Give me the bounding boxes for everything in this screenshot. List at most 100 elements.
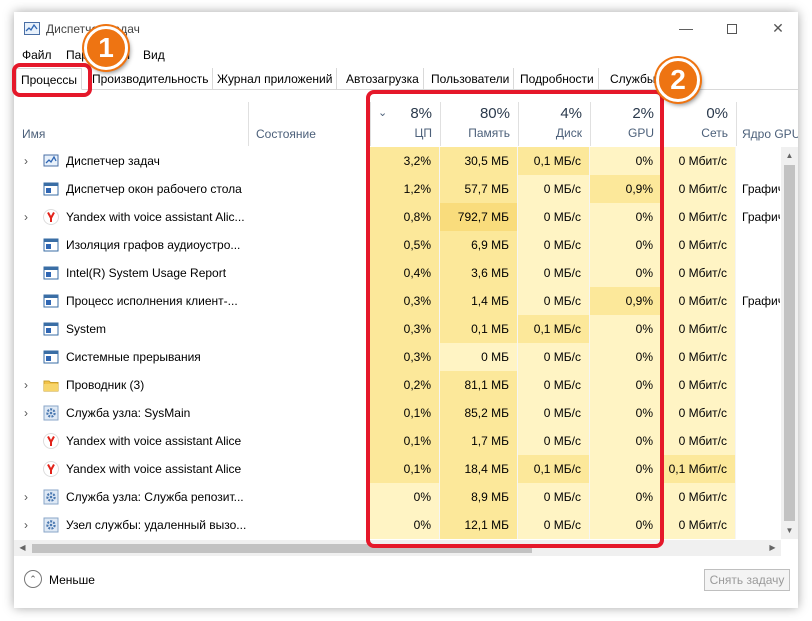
gpu-engine-cell: Графич xyxy=(742,182,780,196)
window-app-icon xyxy=(43,349,59,365)
expand-chevron-icon[interactable]: › xyxy=(24,154,28,168)
table-row[interactable]: System 0,3% 0,1 МБ 0,1 МБ/с 0% 0 Мбит/с xyxy=(14,315,780,343)
process-name: Узел службы: удаленный вызо... xyxy=(66,518,247,532)
gpu-cell: 0% xyxy=(590,259,662,287)
table-row[interactable]: Процесс исполнения клиент-... 0,3% 1,4 МБ 0… xyxy=(14,287,780,315)
expand-chevron-icon[interactable]: › xyxy=(24,406,28,420)
memory-total-pct: 80% xyxy=(479,105,510,122)
close-icon: ✕ xyxy=(772,20,784,36)
horizontal-scroll-thumb[interactable] xyxy=(32,544,532,553)
table-row[interactable]: Изоляция графов аудиоустро... 0,5% 6,9 МБ 0… xyxy=(14,231,780,259)
title-bar[interactable]: Диспетчер задач — ✕ xyxy=(14,12,798,44)
network-cell: 0 Мбит/с xyxy=(662,203,736,231)
menu-view[interactable]: Вид xyxy=(143,48,165,62)
menu-file[interactable]: Файл xyxy=(22,48,52,62)
scroll-left-arrow-icon[interactable]: ◀ xyxy=(19,543,26,552)
maximize-button[interactable] xyxy=(712,16,752,40)
network-cell: 0 Мбит/с xyxy=(662,427,736,455)
gpu-cell: 0% xyxy=(590,343,662,371)
process-name: Проводник (3) xyxy=(66,378,145,392)
tab-startup[interactable]: Автозагрузка xyxy=(342,68,424,90)
disk-cell: 0,1 МБ/с xyxy=(518,455,590,483)
expand-chevron-icon[interactable]: › xyxy=(24,378,28,392)
end-task-button[interactable]: Снять задачу xyxy=(704,569,790,591)
cpu-cell: 0,1% xyxy=(370,399,440,427)
column-status-header[interactable]: Состояние xyxy=(256,127,316,141)
tab-app-history[interactable]: Журнал приложений xyxy=(213,68,338,90)
table-row[interactable]: Intel(R) System Usage Report 0,4% 3,6 МБ 0 … xyxy=(14,259,780,287)
column-memory-header[interactable]: 80% Память xyxy=(440,98,518,146)
memory-cell: 30,5 МБ xyxy=(440,147,518,175)
network-cell: 0 Мбит/с xyxy=(662,287,736,315)
window-app-icon xyxy=(43,265,59,281)
table-row[interactable]: Yandex with voice assistant Alice 0,1% 18,… xyxy=(14,455,780,483)
cpu-total-pct: 8% xyxy=(410,105,432,122)
task-manager-window: Диспетчер задач — ✕ Файл Параметры Вид П… xyxy=(14,12,798,608)
column-gpu-engine-header[interactable]: Ядро GPU xyxy=(742,127,798,141)
tab-details[interactable]: Подробности xyxy=(516,68,599,90)
process-list: › Диспетчер задач 3,2% 30,5 МБ 0,1 МБ/с 0% 0 М… xyxy=(14,147,780,539)
callout-box-processes-tab xyxy=(12,63,92,97)
expand-chevron-icon[interactable]: › xyxy=(24,210,28,224)
expand-chevron-icon[interactable]: › xyxy=(24,518,28,532)
memory-cell: 18,4 МБ xyxy=(440,455,518,483)
gpu-engine-cell: Графич xyxy=(742,210,780,224)
sort-chevron-down-icon: ⌄ xyxy=(378,107,388,119)
vertical-scroll-thumb[interactable] xyxy=(784,165,795,521)
table-row[interactable]: Системные прерывания 0,3% 0 МБ 0 МБ/с 0% 0 Мб… xyxy=(14,343,780,371)
cpu-label: ЦП xyxy=(414,126,432,140)
callout-badge-2: 2 xyxy=(656,58,700,102)
minimize-icon: — xyxy=(679,20,693,36)
column-header: Имя Состояние ⌄ 8% ЦП 80% Память 4% Диск… xyxy=(14,98,798,146)
cpu-cell: 1,2% xyxy=(370,175,440,203)
gpu-cell: 0% xyxy=(590,455,662,483)
vertical-scrollbar[interactable]: ▲ ▼ xyxy=(781,147,798,539)
network-cell: 0 Мбит/с xyxy=(662,175,736,203)
scroll-up-arrow-icon[interactable]: ▲ xyxy=(785,151,794,160)
chevron-up-circle-icon[interactable]: ⌃ xyxy=(24,570,42,588)
minimize-button[interactable]: — xyxy=(666,16,706,40)
table-row[interactable]: › Проводник (3) 0,2% 81,1 МБ 0 МБ/с 0% 0 Мбит/… xyxy=(14,371,780,399)
column-name-header[interactable]: Имя xyxy=(22,127,46,141)
tab-users[interactable]: Пользователи xyxy=(427,68,515,90)
tab-performance[interactable]: Производительность xyxy=(88,68,214,90)
process-name: Процесс исполнения клиент-... xyxy=(66,294,238,308)
gear-service-icon xyxy=(43,405,59,421)
disk-cell: 0 МБ/с xyxy=(518,399,590,427)
column-cpu-header[interactable]: 8% ЦП xyxy=(370,98,440,146)
tab-services[interactable]: Службы xyxy=(606,68,661,90)
scroll-down-arrow-icon[interactable]: ▼ xyxy=(785,526,794,535)
column-disk-header[interactable]: 4% Диск xyxy=(518,98,590,146)
network-cell: 0 Мбит/с xyxy=(662,231,736,259)
network-cell: 0 Мбит/с xyxy=(662,147,736,175)
yandex-icon xyxy=(43,209,59,225)
expand-chevron-icon[interactable]: › xyxy=(24,490,28,504)
task-manager-icon xyxy=(43,153,59,169)
gpu-cell: 0% xyxy=(590,371,662,399)
window-app-icon xyxy=(43,293,59,309)
task-manager-app-icon xyxy=(24,22,40,35)
disk-cell: 0,1 МБ/с xyxy=(518,147,590,175)
table-row[interactable]: › Yandex with voice assistant Alic... 0,8%… xyxy=(14,203,780,231)
table-row[interactable]: Yandex with voice assistant Alice 0,1% 1,7… xyxy=(14,427,780,455)
close-button[interactable]: ✕ xyxy=(758,16,798,40)
process-name: Intel(R) System Usage Report xyxy=(66,266,227,280)
memory-cell: 85,2 МБ xyxy=(440,399,518,427)
disk-cell: 0,1 МБ/с xyxy=(518,315,590,343)
network-total-pct: 0% xyxy=(706,105,728,122)
table-row[interactable]: › Узел службы: удаленный вызо... 0% 12,1 МБ… xyxy=(14,511,780,539)
network-cell: 0 Мбит/с xyxy=(662,371,736,399)
disk-cell: 0 МБ/с xyxy=(518,511,590,539)
column-gpu-header[interactable]: 2% GPU xyxy=(590,98,662,146)
column-network-header[interactable]: 0% Сеть xyxy=(662,98,736,146)
tab-processes[interactable]: Процессы xyxy=(16,68,83,90)
memory-cell: 1,4 МБ xyxy=(440,287,518,315)
cpu-cell: 0,4% xyxy=(370,259,440,287)
table-row[interactable]: › Диспетчер задач 3,2% 30,5 МБ 0,1 МБ/с 0% 0 М… xyxy=(14,147,780,175)
table-row[interactable]: Диспетчер окон рабочего стола 1,2% 57,7 МБ… xyxy=(14,175,780,203)
table-row[interactable]: › Служба узла: Служба репозит... 0% 8,9 МБ 0… xyxy=(14,483,780,511)
scroll-right-arrow-icon[interactable]: ▶ xyxy=(769,543,776,552)
fewer-details-link[interactable]: Меньше xyxy=(49,573,95,587)
memory-cell: 81,1 МБ xyxy=(440,371,518,399)
table-row[interactable]: › Служба узла: SysMain 0,1% 85,2 МБ 0 МБ/с 0%… xyxy=(14,399,780,427)
